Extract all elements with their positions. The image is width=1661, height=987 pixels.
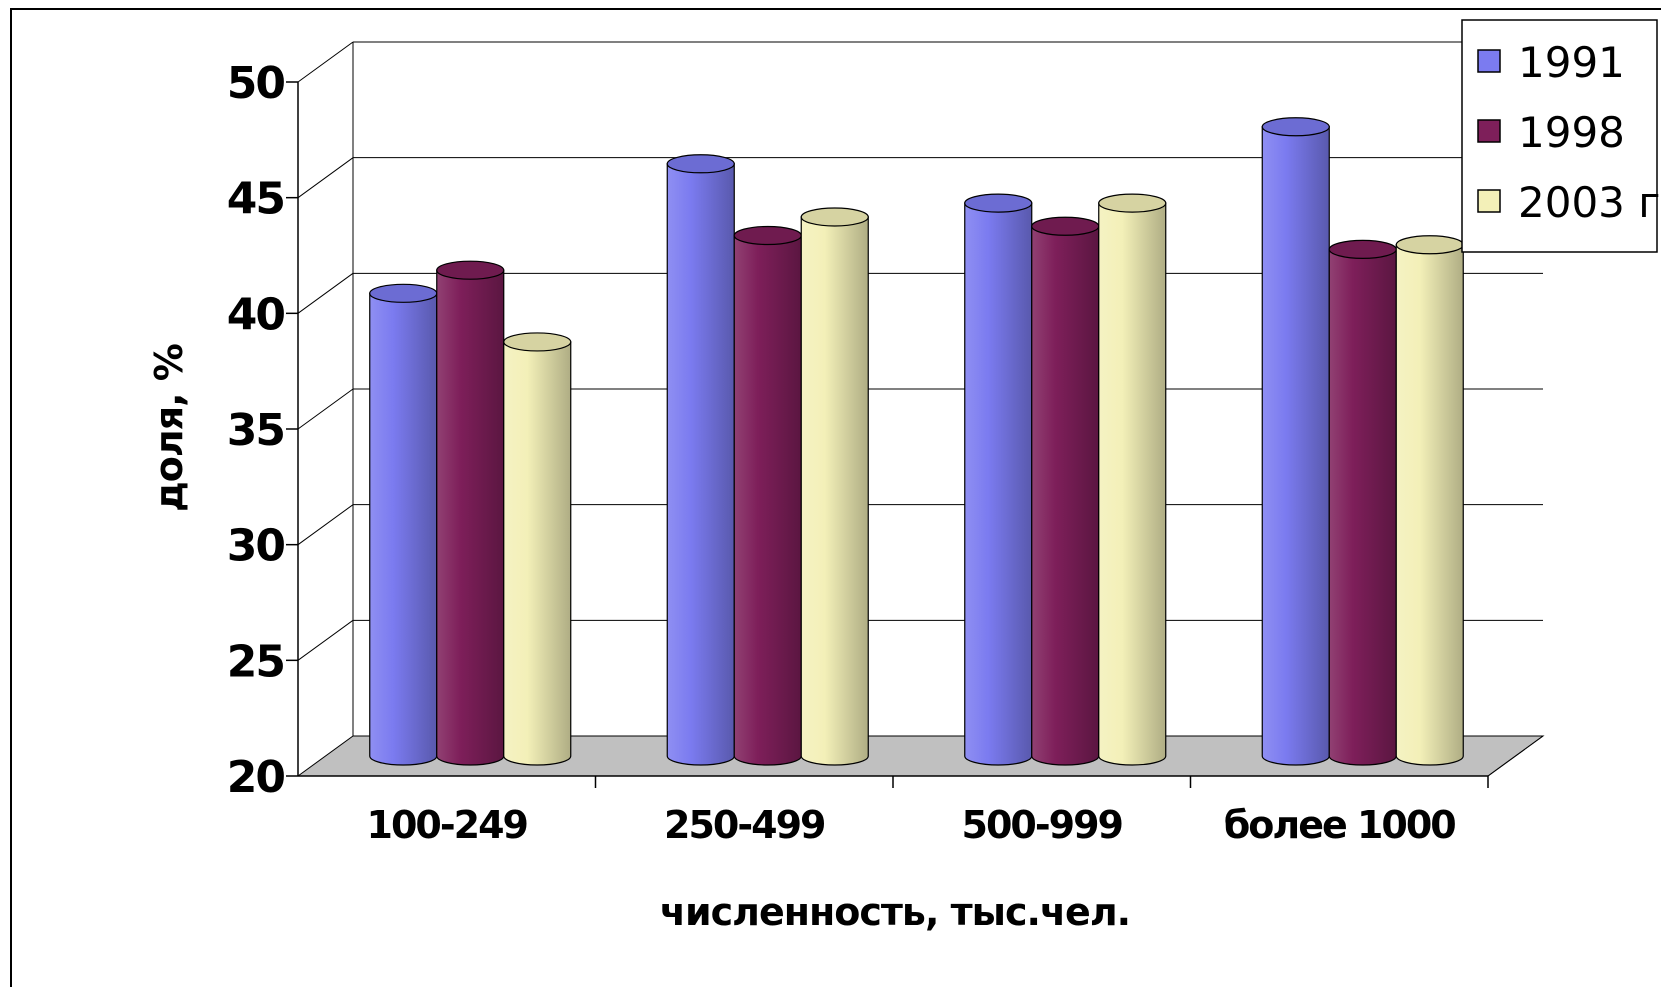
bar-body — [503, 341, 572, 766]
bar — [1395, 235, 1464, 766]
bar-body — [964, 202, 1033, 766]
y-axis-title: доля, % — [147, 344, 191, 512]
bar-body — [1328, 248, 1397, 766]
bar — [800, 207, 869, 766]
y-tick-label: 30 — [227, 521, 285, 572]
bar — [436, 260, 505, 766]
legend-label: 1998 — [1518, 108, 1625, 157]
y-tick-label: 35 — [227, 405, 284, 456]
bar — [503, 332, 572, 766]
bar-top — [1031, 216, 1100, 236]
x-tick-label: 100-249 — [367, 803, 528, 847]
bar — [1031, 216, 1100, 766]
y-tick-label: 25 — [227, 636, 284, 687]
bar-body — [1031, 225, 1100, 766]
gridline-side — [297, 388, 354, 430]
bar-body — [436, 269, 505, 766]
bar — [1261, 117, 1330, 766]
bar — [1098, 193, 1167, 766]
x-tick-label: более 1000 — [1224, 803, 1456, 847]
x-tick-label: 250-499 — [664, 803, 825, 847]
bar-top — [369, 283, 438, 303]
gridline-side — [297, 272, 354, 314]
legend-swatch — [1477, 119, 1501, 143]
bar-body — [666, 163, 735, 766]
y-tick-label: 45 — [227, 174, 284, 225]
bar-top — [1328, 239, 1397, 259]
bar-body — [1261, 126, 1330, 766]
bar-body — [1098, 202, 1167, 766]
bar-top — [1261, 117, 1330, 137]
bar-top — [1395, 235, 1464, 255]
bar-body — [1395, 244, 1464, 766]
tick-labels: 20 25 30 35 40 45 50 100-249 250-499 500-999 более… — [227, 58, 1458, 847]
legend: 1991 1998 2003 г. — [1461, 19, 1661, 253]
bar-top — [733, 225, 802, 246]
chart-frame — [10, 8, 1661, 987]
bar-top — [503, 332, 572, 352]
floor-right-edge — [1487, 735, 1544, 777]
gridline-side — [297, 157, 354, 199]
y-tick-label: 50 — [227, 58, 285, 109]
bar-top — [1098, 193, 1167, 213]
bar-top — [964, 193, 1033, 213]
legend-label: 2003 г. — [1518, 178, 1661, 227]
axes — [286, 81, 1544, 788]
gridline-side — [297, 504, 354, 546]
y-tick-label: 40 — [227, 289, 285, 340]
legend-swatch — [1477, 189, 1501, 213]
bar-top — [800, 207, 869, 227]
bar-top — [436, 260, 505, 280]
legend-label: 1991 — [1518, 38, 1625, 87]
y-tick-label: 20 — [227, 752, 285, 803]
bar — [369, 283, 438, 766]
legend-swatch — [1477, 49, 1501, 73]
bar — [1328, 239, 1397, 766]
x-axis-title: численность, тыс.чел. — [660, 890, 1130, 934]
bar-body — [800, 216, 869, 766]
gridline-side — [297, 619, 354, 661]
bar — [733, 225, 802, 766]
x-tick-label: 500-999 — [962, 803, 1123, 847]
gridline-side — [297, 41, 354, 83]
bar-body — [369, 292, 438, 766]
bar — [666, 154, 735, 766]
bar-top — [666, 154, 735, 174]
bars — [369, 117, 1464, 766]
bar — [964, 193, 1033, 766]
bar-body — [733, 234, 802, 766]
